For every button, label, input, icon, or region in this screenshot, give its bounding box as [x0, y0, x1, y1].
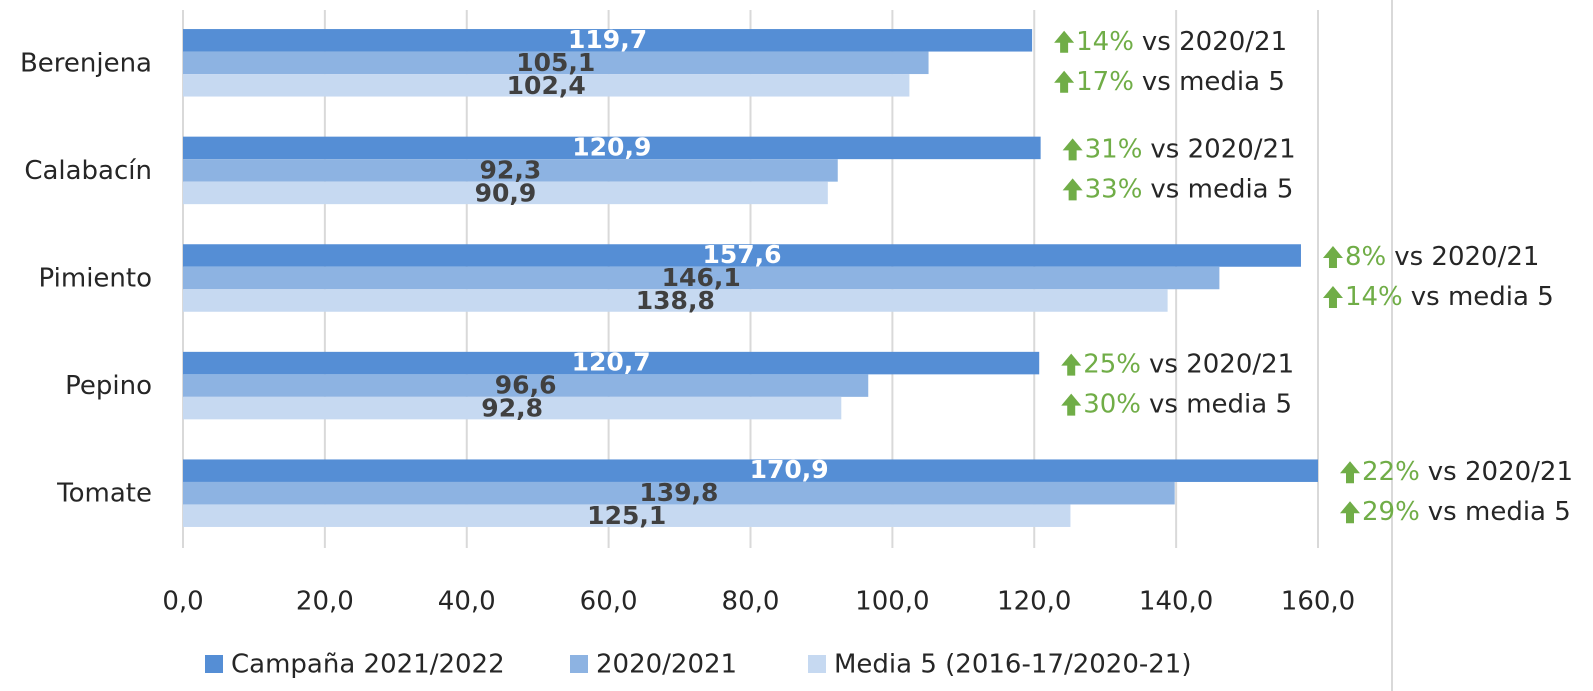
legend-swatch: [808, 655, 826, 673]
data-label: 125,1: [587, 501, 666, 530]
data-label: 120,9: [572, 132, 651, 161]
bar: [183, 51, 929, 75]
annotation-pct: 14%: [1345, 282, 1403, 312]
category-label: Calabacín: [24, 156, 152, 186]
annotation-pct: 29%: [1362, 497, 1420, 527]
data-label: 102,4: [507, 71, 586, 100]
bar: [183, 74, 910, 97]
annotation-pct: 8%: [1345, 242, 1386, 272]
arrow-icon: [1322, 286, 1343, 308]
annotation: 22% vs 2020/21: [1362, 457, 1573, 487]
data-label: 139,8: [639, 478, 718, 507]
arrow-icon: [1062, 178, 1083, 201]
annotation: 33% vs media 5: [1085, 174, 1294, 204]
data-label: 157,6: [702, 240, 781, 269]
category-label: Pimiento: [39, 264, 152, 294]
annotation-text: vs media 5: [1150, 174, 1293, 204]
legend-swatch: [205, 655, 223, 673]
annotation: 25% vs 2020/21: [1083, 349, 1294, 379]
bar: [183, 374, 869, 397]
arrow-icon: [1061, 393, 1082, 416]
data-label: 105,1: [516, 48, 595, 77]
annotation-text: vs media 5: [1428, 497, 1571, 527]
data-label: 119,7: [568, 25, 647, 54]
arrow-icon: [1054, 30, 1075, 53]
category-label: Pepino: [65, 371, 152, 401]
category-label: Berenjena: [20, 48, 152, 78]
annotation: 8% vs 2020/21: [1345, 242, 1539, 272]
legend-label: 2020/2021: [596, 650, 737, 680]
data-label: 92,3: [480, 155, 542, 184]
annotation: 17% vs media 5: [1076, 66, 1285, 96]
arrow-icon: [1062, 138, 1083, 161]
annotation: 30% vs media 5: [1083, 389, 1292, 419]
bar: [183, 159, 838, 182]
x-tick-label: 80,0: [722, 587, 780, 617]
data-label: 146,1: [662, 263, 741, 292]
arrow-icon: [1340, 461, 1360, 484]
x-tick-label: 60,0: [580, 587, 638, 617]
annotation-text: vs 2020/21: [1150, 134, 1295, 164]
bar: [183, 136, 1041, 160]
arrow-icon: [1322, 246, 1343, 268]
annotation: 14% vs media 5: [1345, 282, 1554, 312]
annotation-pct: 22%: [1362, 457, 1420, 487]
annotation-pct: 14%: [1076, 26, 1134, 56]
bar: [183, 481, 1175, 505]
annotation-pct: 31%: [1085, 134, 1143, 164]
annotation-text: vs media 5: [1149, 389, 1292, 419]
arrow-icon: [1054, 70, 1075, 93]
annotation-pct: 17%: [1076, 66, 1134, 96]
annotation-text: vs 2020/21: [1149, 349, 1294, 379]
x-tick-label: 100,0: [855, 587, 929, 617]
arrow-icon: [1061, 353, 1082, 376]
annotation-pct: 25%: [1083, 349, 1141, 379]
x-tick-label: 0,0: [162, 587, 203, 617]
annotation: 14% vs 2020/21: [1076, 26, 1287, 56]
x-tick-label: 120,0: [997, 587, 1071, 617]
arrow-icon: [1340, 501, 1360, 524]
legend-swatch: [570, 655, 588, 673]
legend-label: Campaña 2021/2022: [231, 650, 505, 680]
annotation-text: vs media 5: [1142, 66, 1285, 96]
data-label: 120,7: [572, 348, 651, 377]
annotation-text: vs media 5: [1411, 282, 1554, 312]
annotation-text: vs 2020/21: [1394, 242, 1539, 272]
data-label: 90,9: [475, 178, 537, 207]
bar: [183, 244, 1301, 267]
x-tick-label: 40,0: [438, 587, 496, 617]
x-tick-label: 140,0: [1139, 587, 1213, 617]
data-label: 138,8: [636, 286, 715, 315]
bar: [183, 351, 1040, 375]
x-tick-label: 160,0: [1281, 587, 1355, 617]
legend-label: Media 5 (2016-17/2020-21): [834, 650, 1191, 680]
bar: [183, 504, 1071, 527]
annotation-text: vs 2020/21: [1428, 457, 1573, 487]
annotation: 31% vs 2020/21: [1085, 134, 1296, 164]
data-label: 92,8: [481, 394, 543, 423]
data-label: 96,6: [495, 371, 557, 400]
bar: [183, 29, 1033, 52]
x-tick-label: 20,0: [296, 587, 354, 617]
bar: [183, 396, 842, 420]
bar: [183, 289, 1168, 312]
data-label: 170,9: [750, 455, 829, 484]
bar: [183, 266, 1220, 290]
annotation: 29% vs media 5: [1362, 497, 1571, 527]
category-label: Tomate: [56, 479, 152, 509]
bar: [183, 459, 1318, 482]
annotation-pct: 33%: [1085, 174, 1143, 204]
bar: [183, 181, 828, 205]
annotation-text: vs 2020/21: [1142, 26, 1287, 56]
annotation-pct: 30%: [1083, 389, 1141, 419]
